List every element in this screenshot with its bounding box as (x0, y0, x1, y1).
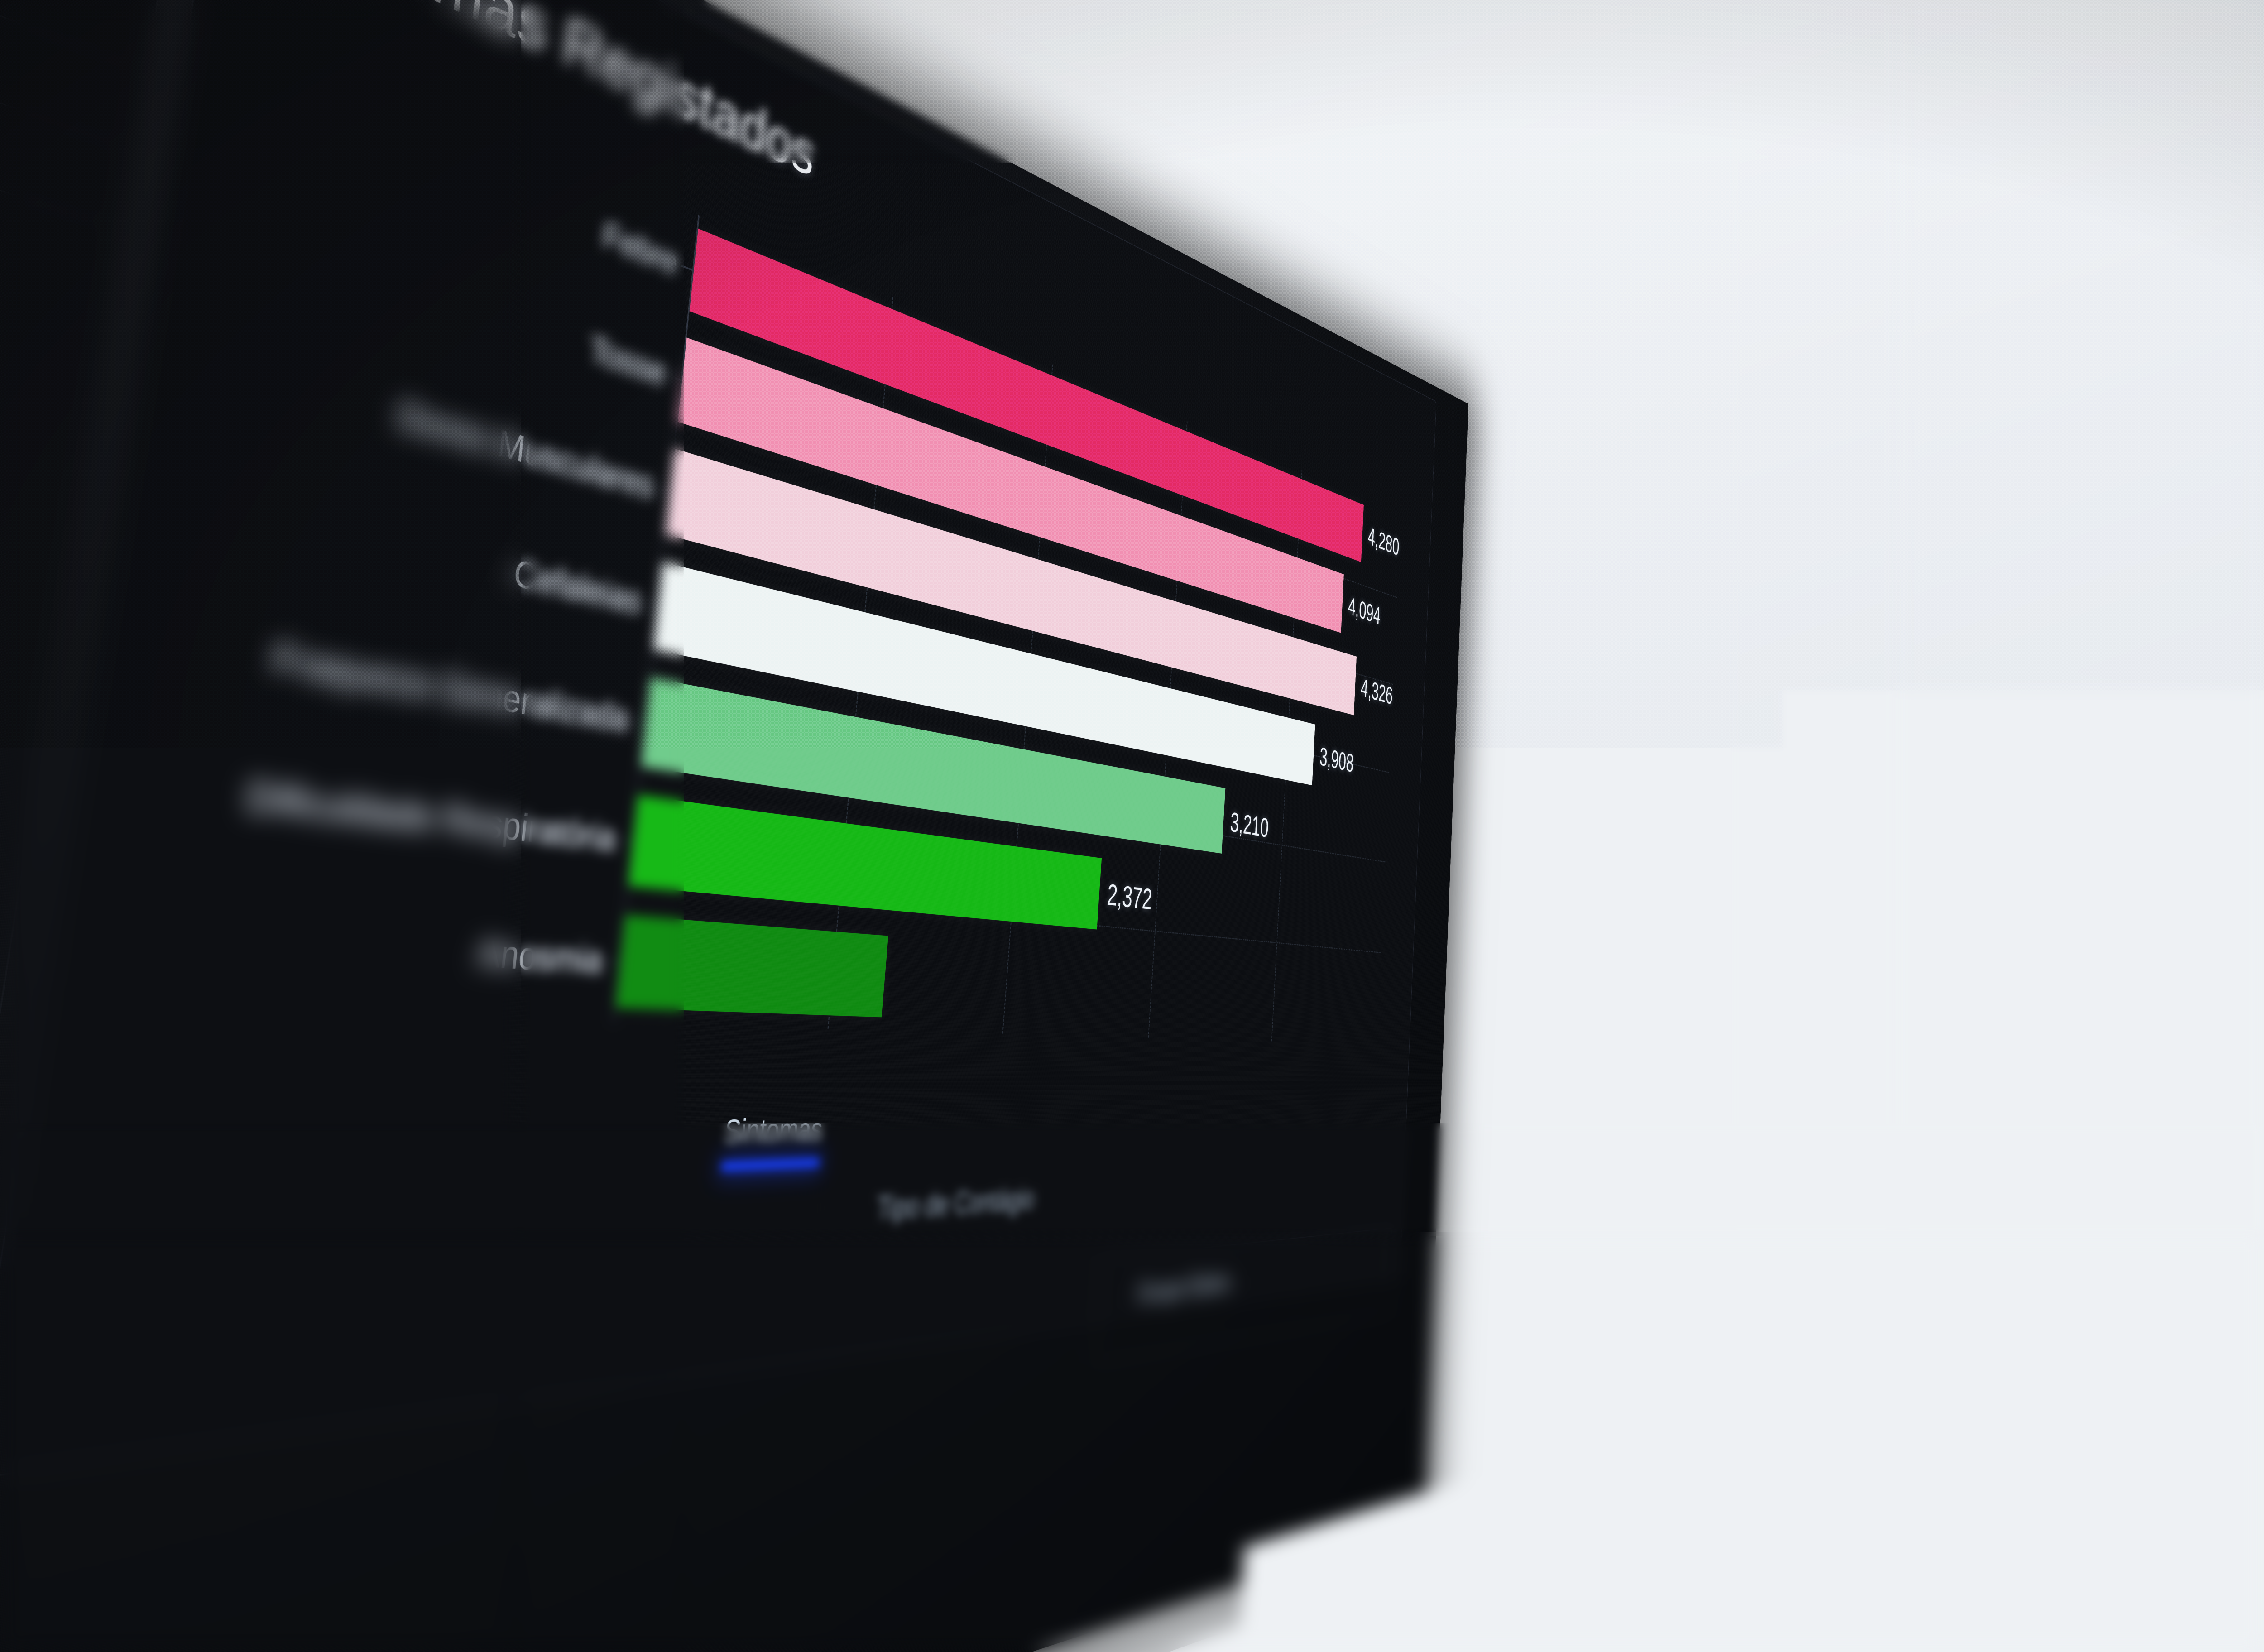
symptoms-card: Sintomas Registados Febre 4,280 Tosse 4,094… (0, 0, 1437, 1480)
bar[interactable] (616, 915, 888, 1018)
bar-value-label: 2,372 (1106, 878, 1153, 917)
category-label: Febre (598, 191, 698, 311)
bar-value-label: 4,094 (1348, 591, 1381, 630)
bar-value-label: 3,210 (1229, 806, 1269, 844)
category-label: Cefaleias (508, 526, 663, 649)
category-label: Tosse (585, 305, 686, 422)
monitor-screen: nados o Gaia (0, 0, 1468, 1652)
tab-tipo-de-contagio[interactable]: Tipo de Contágio (876, 1181, 1036, 1228)
plot-area: Febre 4,280 Tosse 4,094 Dores Musculares 4,32… (612, 215, 1401, 1044)
chart-tabs: Sintomas (719, 1110, 847, 1185)
tab-sintomas[interactable]: Sintomas (719, 1110, 847, 1185)
tab-label: Sintomas (723, 1111, 824, 1149)
category-label: Anosmia (473, 904, 625, 1008)
symptoms-bar-chart: Febre 4,280 Tosse 4,094 Dores Musculares 4,32… (116, 30, 1401, 1044)
category-label: Dificuldade Respiratória (240, 743, 638, 886)
photograph-of-monitor: nados o Gaia (0, 0, 2264, 1652)
perspective-stage: nados o Gaia (0, 0, 2264, 1652)
bar-value-label: 3,908 (1319, 742, 1354, 778)
active-tab-underline (721, 1157, 820, 1172)
bar-value-label: 4,280 (1367, 522, 1400, 562)
tab-label: Tipo de Contágio (876, 1181, 1036, 1227)
bar-value-label: 4,326 (1360, 673, 1393, 710)
